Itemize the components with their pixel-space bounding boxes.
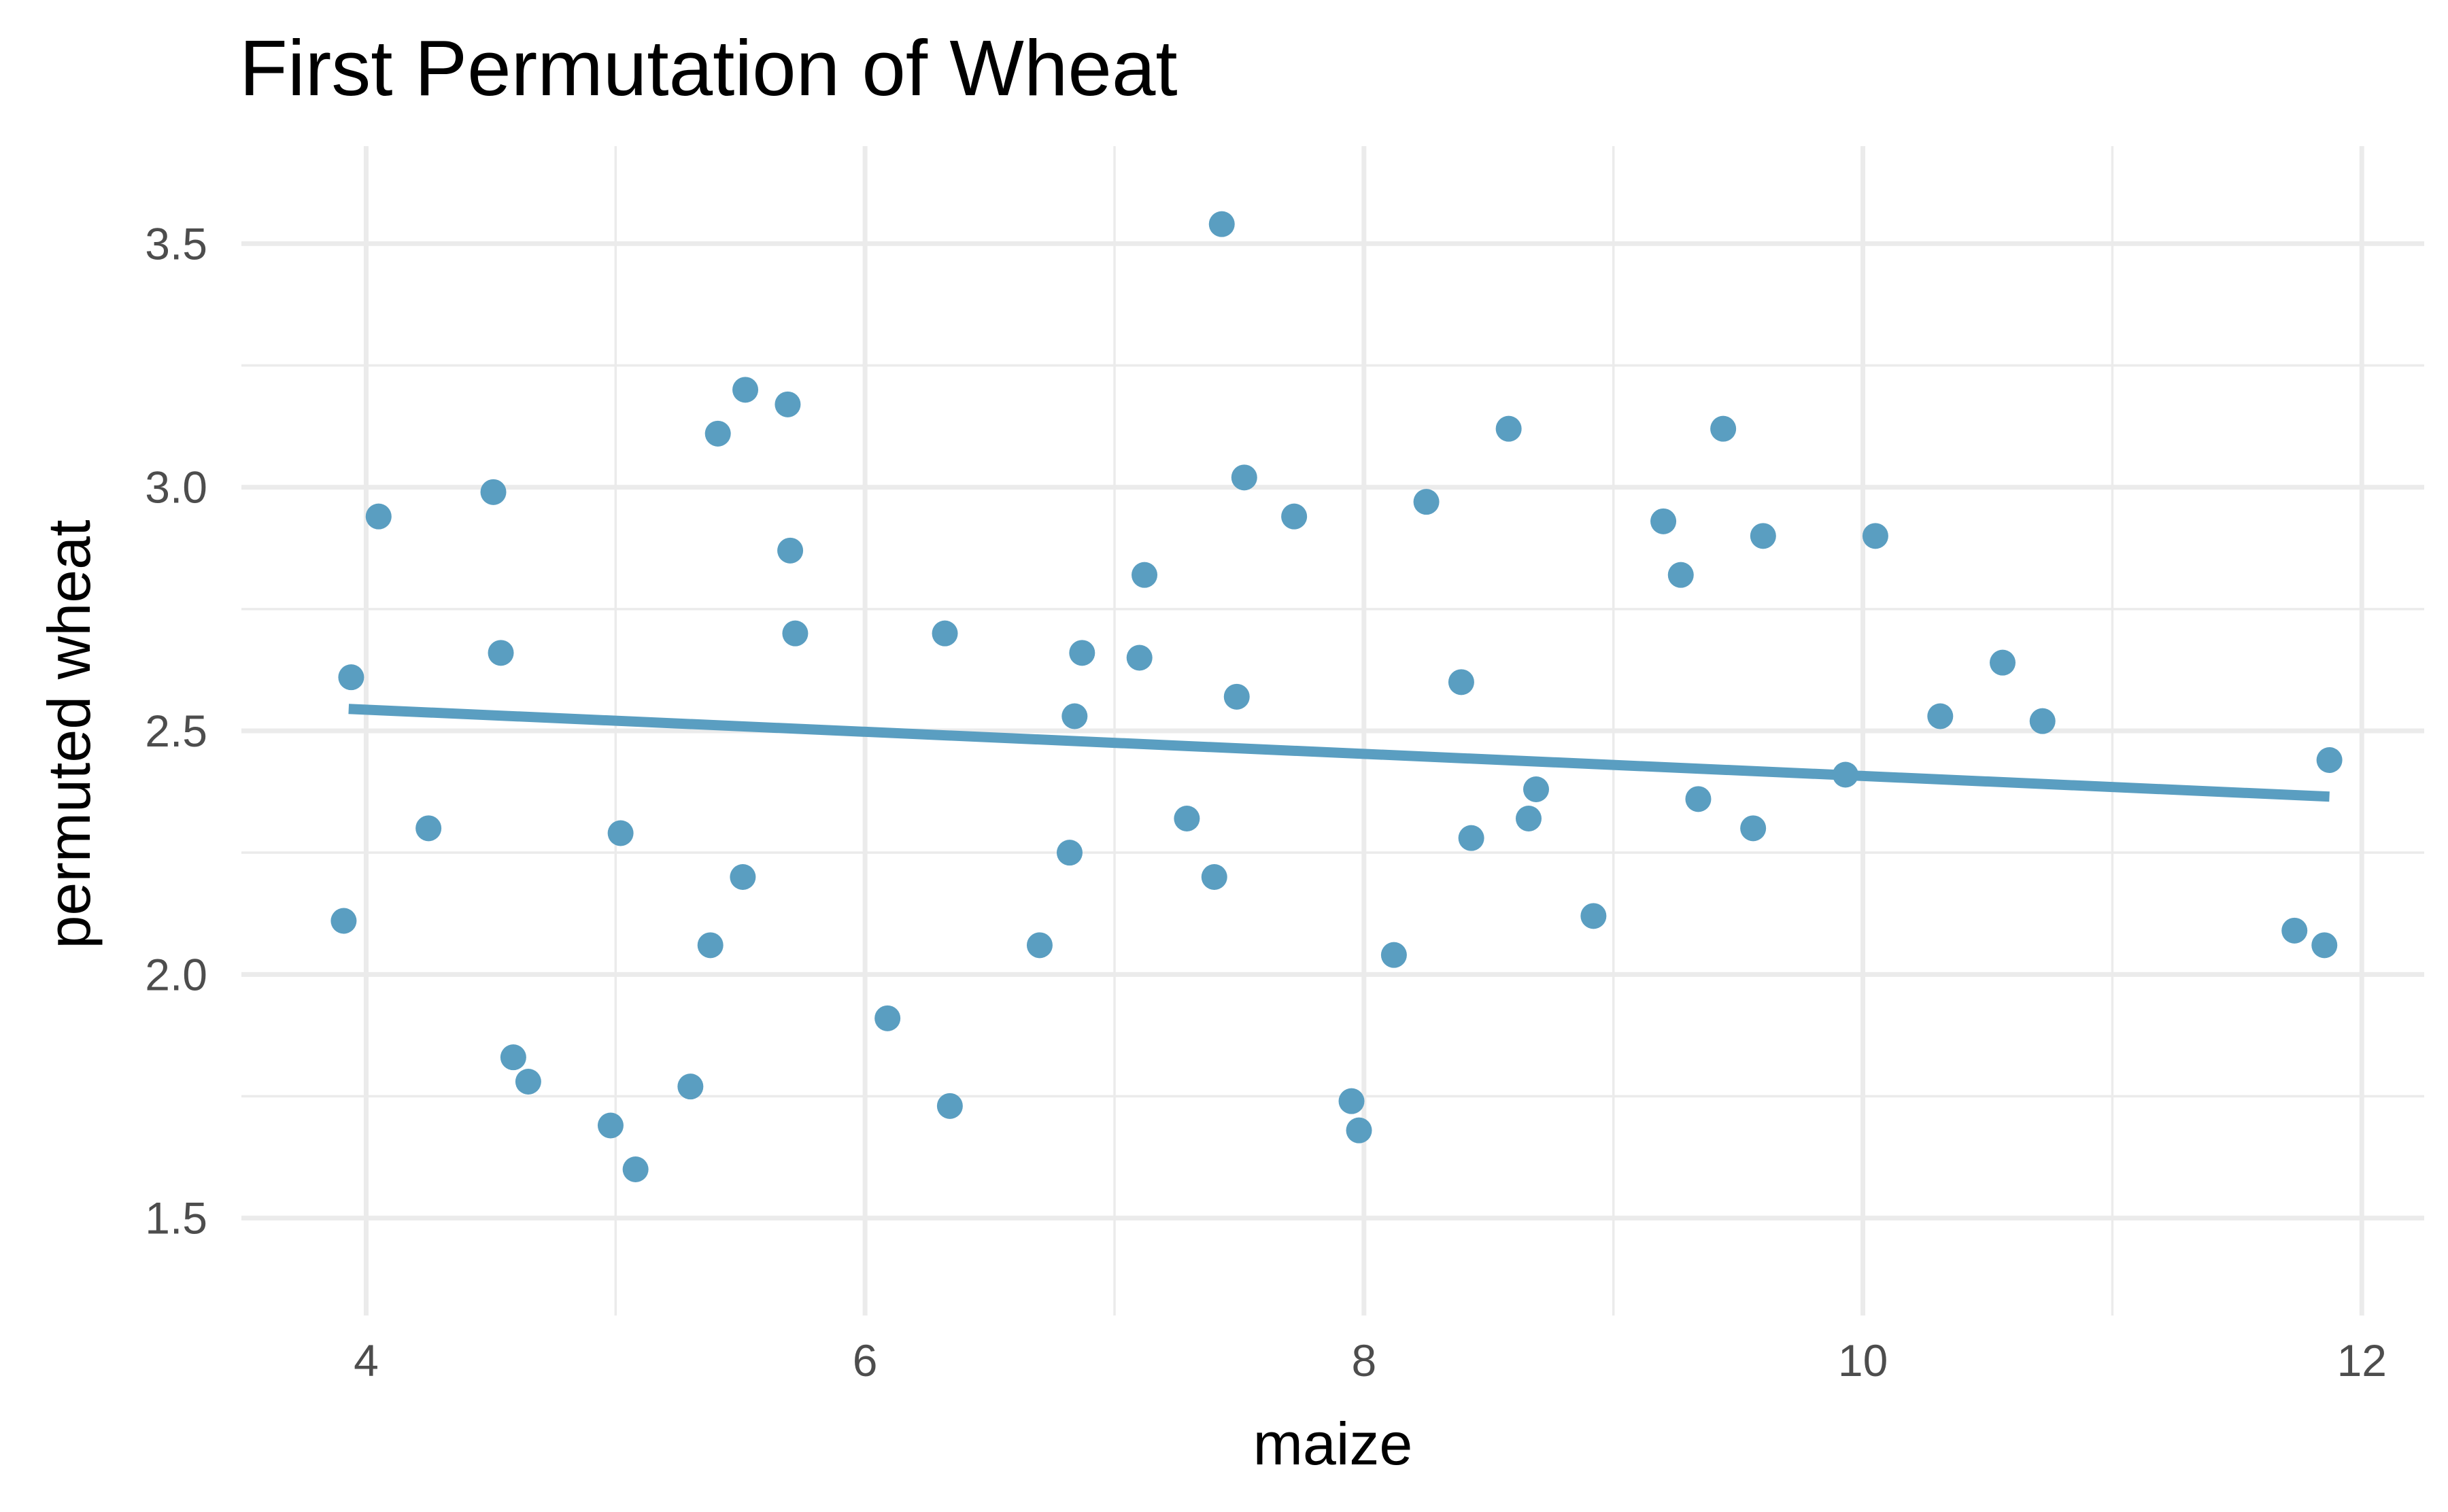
data-point [704,420,731,447]
data-point [730,864,756,890]
data-point [2311,932,2338,959]
data-point [1346,1117,1372,1144]
data-point [782,620,809,647]
points-layer [330,211,2343,1182]
fit-line [348,704,2330,802]
data-point [622,1156,649,1182]
data-point [330,908,357,934]
data-point [607,820,634,846]
data-point [1338,1088,1365,1114]
chart-title: First Permutation of Wheat [239,24,1178,112]
y-tick-label: 1.5 [145,1193,207,1243]
data-point [1710,415,1737,442]
data-point [932,620,958,647]
data-point [874,1005,901,1031]
data-point [1380,942,1407,968]
y-tick-labels: 1.5 2.0 2.5 3.0 3.5 [145,218,207,1243]
y-tick-label: 3.5 [145,218,207,269]
x-tick-label: 4 [354,1335,379,1386]
data-point [1750,523,1776,549]
data-point [1667,562,1694,588]
data-point [1208,211,1235,237]
data-point [1126,645,1153,671]
data-point [1650,508,1677,534]
fit-line-layer [348,704,2330,802]
data-point [1832,761,1858,788]
data-point [1495,415,1522,442]
data-point [1515,806,1542,831]
data-point [1056,840,1083,866]
x-tick-label: 6 [853,1335,878,1386]
data-point [2029,708,2056,734]
data-point [1523,776,1549,802]
data-point [677,1073,704,1100]
data-point [1685,786,1712,812]
data-point [1026,932,1053,959]
y-tick-label: 3.0 [145,462,207,513]
data-point [1069,640,1095,666]
data-point [597,1112,624,1139]
data-point [1458,825,1484,851]
data-point [1990,649,2016,676]
data-point [1223,683,1250,710]
data-point [1413,489,1440,515]
data-point [1061,703,1088,729]
data-point [1862,523,1888,549]
x-tick-label: 8 [1351,1335,1376,1386]
data-point [488,640,514,666]
x-tick-label: 10 [1838,1335,1888,1386]
data-point [1231,464,1257,491]
data-point [515,1069,541,1095]
data-point [338,664,364,691]
data-point [732,377,759,403]
data-point [365,503,392,530]
data-point [1174,806,1200,831]
data-point [1580,903,1607,929]
data-point [1927,703,1954,729]
data-point [480,479,507,505]
data-point [500,1044,526,1071]
x-tick-label: 12 [2337,1335,2387,1386]
data-point [2281,917,2308,944]
y-tick-label: 2.5 [145,706,207,756]
data-point [777,537,804,564]
data-point [415,815,442,842]
y-axis-title: permuted wheat [35,519,103,948]
y-tick-label: 2.0 [145,949,207,999]
x-tick-labels: 4 6 8 10 12 [354,1335,2387,1386]
data-point [697,932,724,959]
x-axis-title: maize [1253,1410,1413,1477]
data-point [1740,815,1767,842]
data-point [2316,747,2343,773]
data-point [1132,562,1158,588]
data-point [1448,669,1474,695]
data-point [1201,864,1227,890]
data-point [936,1093,963,1119]
data-point [1281,503,1308,530]
data-point [775,391,801,417]
